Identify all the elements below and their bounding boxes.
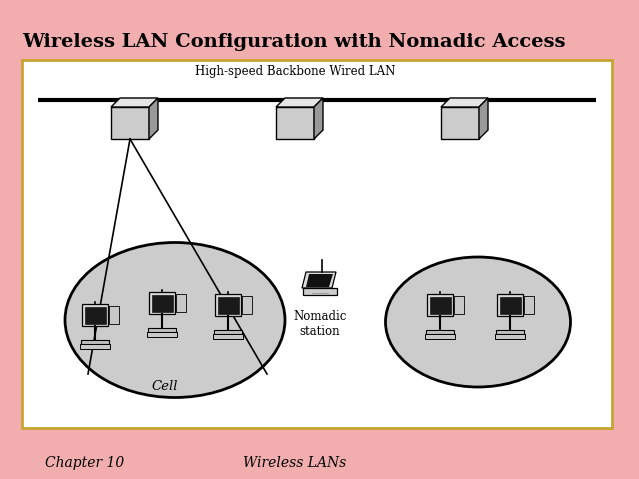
FancyBboxPatch shape bbox=[109, 306, 119, 324]
Text: Wireless LAN Configuration with Nomadic Access: Wireless LAN Configuration with Nomadic … bbox=[22, 33, 566, 51]
Polygon shape bbox=[441, 98, 488, 107]
FancyBboxPatch shape bbox=[213, 334, 243, 339]
FancyBboxPatch shape bbox=[524, 296, 534, 314]
FancyBboxPatch shape bbox=[500, 297, 521, 313]
Polygon shape bbox=[441, 107, 479, 139]
Polygon shape bbox=[276, 98, 323, 107]
Polygon shape bbox=[479, 98, 488, 139]
FancyBboxPatch shape bbox=[495, 334, 525, 339]
Text: Chapter 10: Chapter 10 bbox=[45, 456, 124, 470]
FancyBboxPatch shape bbox=[176, 294, 186, 312]
FancyBboxPatch shape bbox=[147, 332, 177, 337]
FancyBboxPatch shape bbox=[148, 328, 176, 332]
FancyBboxPatch shape bbox=[242, 296, 252, 314]
Polygon shape bbox=[111, 98, 158, 107]
Text: Nomadic
station: Nomadic station bbox=[293, 310, 347, 338]
FancyBboxPatch shape bbox=[214, 330, 242, 334]
Polygon shape bbox=[276, 107, 314, 139]
FancyBboxPatch shape bbox=[80, 344, 110, 349]
FancyBboxPatch shape bbox=[454, 296, 464, 314]
Polygon shape bbox=[149, 98, 158, 139]
Polygon shape bbox=[306, 274, 333, 287]
Text: Wireless LANs: Wireless LANs bbox=[243, 456, 346, 470]
Polygon shape bbox=[302, 272, 336, 288]
FancyBboxPatch shape bbox=[22, 60, 612, 428]
FancyBboxPatch shape bbox=[427, 294, 453, 316]
FancyBboxPatch shape bbox=[496, 330, 524, 334]
FancyBboxPatch shape bbox=[497, 294, 523, 316]
FancyBboxPatch shape bbox=[217, 297, 238, 313]
FancyBboxPatch shape bbox=[84, 307, 105, 323]
FancyBboxPatch shape bbox=[149, 292, 175, 314]
FancyBboxPatch shape bbox=[81, 340, 109, 344]
Polygon shape bbox=[314, 98, 323, 139]
FancyBboxPatch shape bbox=[426, 330, 454, 334]
Polygon shape bbox=[111, 107, 149, 139]
FancyBboxPatch shape bbox=[303, 288, 337, 295]
Text: High-speed Backbone Wired LAN: High-speed Backbone Wired LAN bbox=[195, 65, 395, 78]
FancyBboxPatch shape bbox=[429, 297, 450, 313]
FancyBboxPatch shape bbox=[425, 334, 455, 339]
FancyBboxPatch shape bbox=[151, 295, 173, 311]
Ellipse shape bbox=[385, 257, 571, 387]
Ellipse shape bbox=[65, 242, 285, 398]
Text: Cell: Cell bbox=[151, 380, 178, 394]
FancyBboxPatch shape bbox=[215, 294, 241, 316]
FancyBboxPatch shape bbox=[82, 304, 108, 326]
